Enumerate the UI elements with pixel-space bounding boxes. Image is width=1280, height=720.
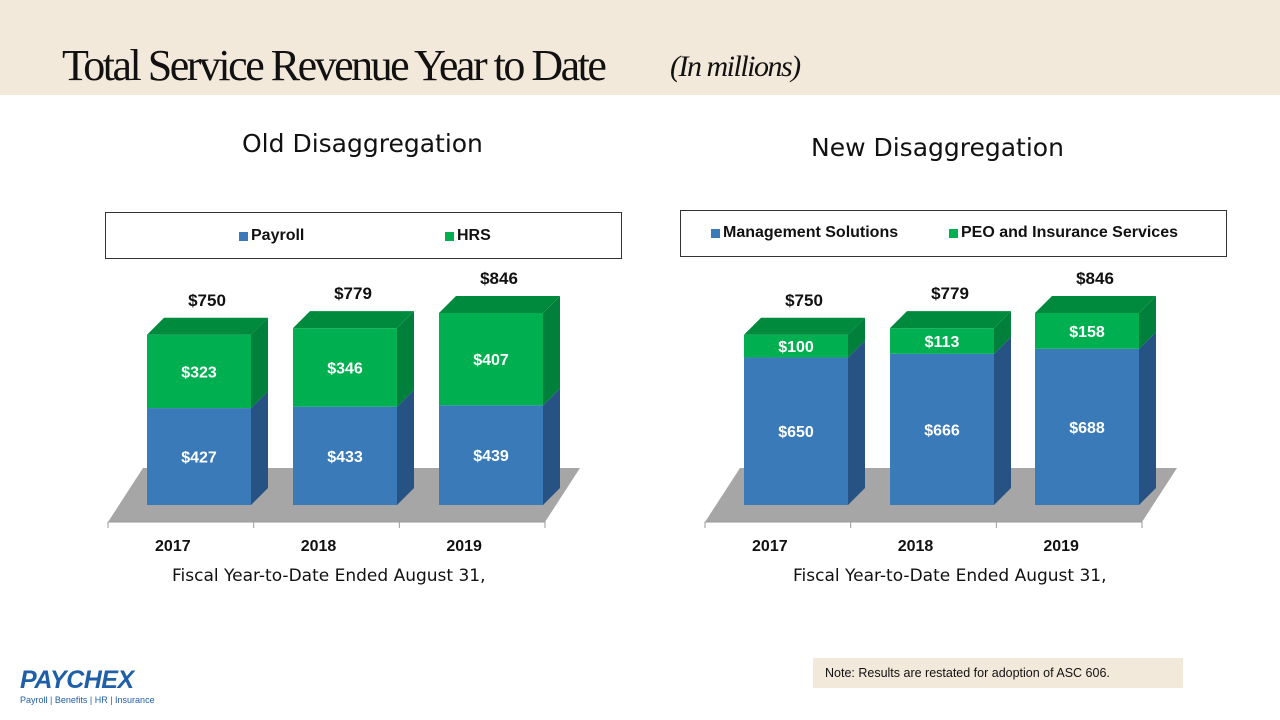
legend-label: HRS [457,227,491,244]
bar-top-face [1035,295,1156,313]
page-subtitle: (In millions) [670,50,801,83]
bar-hrs-2018 [293,328,397,407]
legend-item-peo-insurance: PEO and Insurance Services [949,224,1178,242]
x-tick-label: 2017 [752,538,788,555]
bar-side-face [251,317,268,409]
bar-top-face [890,311,1011,329]
data-label: $688 [1069,420,1105,437]
total-label: $750 [188,291,226,310]
data-label: $439 [473,448,509,465]
paychex-logo: PAYCHEX Payroll | Benefits | HR | Insura… [20,667,155,705]
bar-peo-and-insurance-services-2018 [890,328,994,354]
total-label: $846 [480,269,518,288]
bar-payroll-2019 [439,405,543,505]
bar-side-face [397,311,414,407]
total-label: $846 [1076,269,1114,288]
x-tick-label: 2017 [155,538,191,555]
data-label: $323 [181,364,217,381]
data-label: $427 [181,450,217,467]
bar-peo-and-insurance-services-2017 [744,334,848,358]
bar-payroll-2017 [147,408,251,505]
data-label: $113 [925,334,960,351]
logo-tagline: Payroll | Benefits | HR | Insurance [20,695,155,705]
total-label: $779 [334,284,372,303]
bar-side-face [543,388,560,505]
bar-top-face [744,317,865,335]
bar-side-face [1139,331,1156,505]
legend-item-payroll: Payroll [239,227,304,245]
legend-swatch [239,231,248,241]
data-label: $158 [1069,324,1105,341]
bar-side-face [994,336,1011,505]
bar-peo-and-insurance-services-2019 [1035,312,1139,349]
total-label: $750 [785,291,823,310]
legend-swatch [445,231,454,241]
footnote: Note: Results are restated for adoption … [813,658,1183,688]
bar-payroll-2018 [293,406,397,505]
bar-side-face [251,391,268,505]
bar-side-face [543,295,560,406]
bar-management-solutions-2017 [744,357,848,505]
page-title: Total Service Revenue Year to Date [62,41,607,90]
data-label: $346 [327,360,363,377]
x-axis-label-old: Fiscal Year-to-Date Ended August 31, [172,566,486,586]
chart-title-old: Old Disaggregation [242,129,483,158]
data-label: $100 [778,339,814,356]
logo-wordmark: PAYCHEX [20,666,134,694]
bar-management-solutions-2018 [890,353,994,505]
legend-swatch [711,228,720,238]
legend-item-hrs: HRS [445,227,491,245]
legend-new: Management Solutions PEO and Insurance S… [680,210,1227,257]
bar-side-face [994,311,1011,354]
x-tick-label: 2018 [898,538,934,555]
data-label: $666 [924,422,960,439]
x-tick-label: 2019 [446,538,482,555]
legend-label: PEO and Insurance Services [961,224,1178,241]
legend-old: Payroll HRS [105,212,622,259]
legend-swatch [949,228,958,238]
x-tick-label: 2018 [301,538,337,555]
bar-side-face [848,317,865,358]
total-label: $779 [931,284,969,303]
bar-top-face [293,311,414,329]
data-label: $433 [327,449,363,466]
legend-label: Payroll [251,227,305,244]
bar-top-face [439,295,560,313]
chart-title-new: New Disaggregation [811,133,1064,162]
x-axis-label-new: Fiscal Year-to-Date Ended August 31, [793,566,1107,586]
bar-side-face [848,340,865,505]
legend-label: Management Solutions [723,224,899,241]
bar-hrs-2019 [439,312,543,406]
data-label: $650 [778,424,814,441]
bar-side-face [1139,295,1156,349]
header-band: Total Service Revenue Year to Date (In m… [0,0,1280,95]
bar-top-face [147,317,268,335]
bar-management-solutions-2019 [1035,348,1139,505]
x-tick-label: 2019 [1043,538,1079,555]
bar-hrs-2017 [147,334,251,409]
legend-item-management-solutions: Management Solutions [711,224,898,242]
bar-side-face [397,389,414,505]
data-label: $407 [473,352,509,369]
